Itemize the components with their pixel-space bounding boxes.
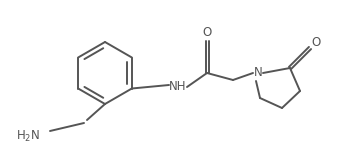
Text: N: N: [254, 67, 262, 79]
Text: H$_2$N: H$_2$N: [16, 128, 40, 144]
Text: NH: NH: [169, 79, 187, 92]
Text: O: O: [311, 36, 321, 49]
Text: O: O: [202, 25, 212, 39]
